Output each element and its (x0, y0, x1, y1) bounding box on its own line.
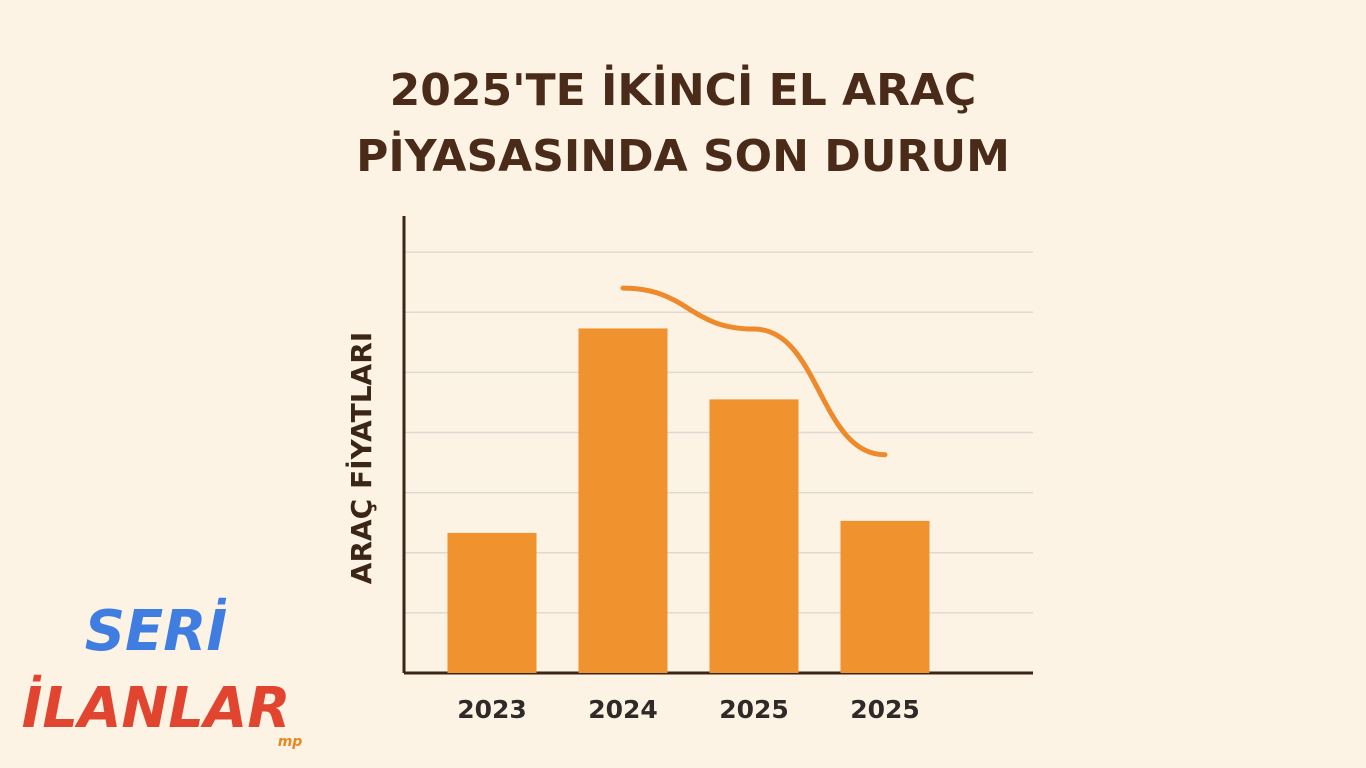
chart-title: 2025'TE İKİNCİ EL ARAÇ PİYASASINDA SON D… (356, 65, 1010, 182)
x-tick-label: 2025 (850, 695, 920, 724)
x-tick-label: 2024 (588, 695, 658, 724)
y-axis-label: ARAÇ FİYATLARI (344, 332, 378, 584)
bar (447, 532, 537, 673)
trend-line (620, 285, 888, 458)
logo-line1: SERİ (85, 599, 228, 664)
x-tick-label: 2023 (457, 695, 527, 724)
bar (709, 399, 799, 673)
bar (840, 520, 930, 673)
bar (578, 328, 668, 673)
logo-line2: İLANLAR (22, 676, 291, 741)
x-tick-label: 2025 (719, 695, 789, 724)
logo-badge: mp (278, 734, 303, 750)
